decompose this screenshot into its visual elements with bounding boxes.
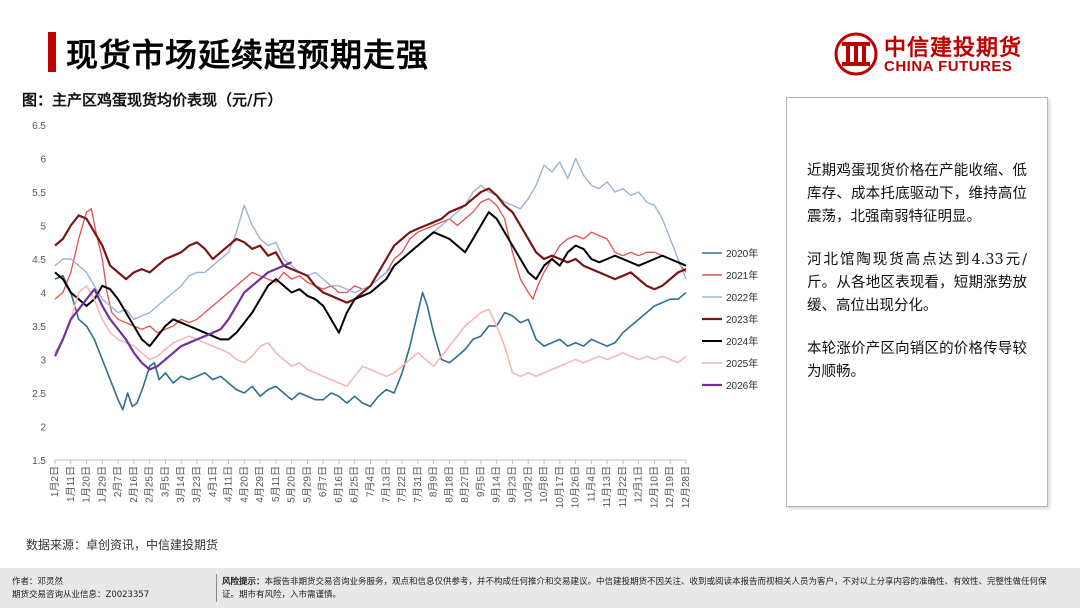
logo-cn-text: 中信建投期货 [884,36,1023,61]
legend-label: 2024年 [726,335,758,348]
x-tick-label: 7月31日 [412,466,424,503]
x-tick-label: 5月29日 [301,466,313,503]
legend-label: 2026年 [726,379,758,392]
risk-title: 风险提示： [222,577,265,587]
y-tick-label: 4.5 [32,255,46,266]
y-tick-label: 3.5 [32,322,46,333]
x-tick-label: 12月1日 [633,466,645,503]
x-tick-label: 7月4日 [365,466,377,497]
x-tick-label: 2月25日 [144,466,156,503]
logo-en-text: CHINA FUTURES [884,58,1013,75]
risk-text: 本报告非期货交易咨询业务服务，观点和信息仅供参考，并不构成任何推介和交易建议。中… [222,577,1047,600]
x-tick-label: 10月8日 [538,466,550,503]
x-tick-label: 12月10日 [648,466,660,508]
x-tick-label: 10月2日 [522,466,534,503]
x-tick-label: 6月7日 [317,466,329,497]
title-accent-bar [48,32,56,72]
x-tick-label: 4月1日 [207,466,219,497]
x-tick-label: 5月20日 [286,466,298,503]
x-tick-label: 9月23日 [506,466,518,503]
series-line-2023年 [54,187,687,304]
x-tick-label: 7月22日 [396,466,408,503]
x-tick-label: 5月11日 [270,466,282,502]
series-line-2026年 [54,261,293,371]
x-tick-label: 1月20日 [81,466,93,503]
y-tick-label: 2 [40,423,46,434]
x-tick-label: 9月5日 [475,466,487,497]
x-tick-label: 3月5日 [159,466,171,497]
series-line-2022年 [54,157,687,320]
commentary-box: 近期鸡蛋现货价格在产能收缩、低库存、成本托底驱动下，维持高位震荡，北强南弱特征明… [786,97,1048,507]
x-tick-label: 8月9日 [428,466,440,497]
footer-author-block: 作者：邓灵然 期货交易咨询从业信息：Z0023357 [12,576,149,602]
x-tick-label: 6月16日 [333,466,345,503]
risk-disclaimer: 风险提示：本报告非期货交易咨询业务服务，观点和信息仅供参考，并不构成任何推介和交… [222,576,1062,602]
y-tick-label: 4 [40,289,46,300]
y-tick-label: 5 [40,222,46,233]
x-tick-label: 1月29日 [96,466,108,503]
x-tick-label: 10月26日 [570,466,582,508]
legend-label: 2025年 [726,357,758,370]
chart-title: 图：主产区鸡蛋现货均价表现（元/斤） [22,91,283,109]
x-tick-label: 4月11日 [223,466,235,502]
series-line-2020年 [54,275,687,411]
x-tick-label: 12月28日 [680,466,692,508]
y-tick-label: 5.5 [32,188,46,199]
footer-divider [216,574,217,602]
x-tick-label: 6月25日 [349,466,361,503]
legend-label: 2022年 [726,291,758,304]
x-tick-label: 2月7日 [112,466,124,497]
x-tick-label: 9月14日 [491,466,503,503]
egg-price-line-chart: 1.5 2 2.5 3 3.5 4 4.5 5 5.5 6 6.5 1月2日 1月11日 1月20日 1月2… [32,121,758,508]
x-tick-label: 4月20日 [238,466,250,503]
legend-label: 2020年 [726,247,758,260]
x-tick-label: 10月17日 [554,466,566,508]
x-tick-label: 8月18日 [443,466,455,503]
x-tick-label: 12月19日 [664,466,676,508]
author-label: 作者：邓灵然 [12,577,64,587]
x-tick-label: 11月13日 [601,466,613,508]
x-tick-label: 3月23日 [191,466,203,503]
license-label: 期货交易咨询从业信息：Z0023357 [12,590,150,600]
y-tick-label: 3 [40,356,46,367]
page-title: 现货市场延续超预期走强 [66,36,430,74]
series-line-2025年 [54,285,687,388]
y-tick-label: 1.5 [32,456,46,467]
x-tick-label: 3月14日 [175,466,187,503]
citic-logo-icon [834,32,878,76]
y-tick-label: 6 [40,155,46,166]
x-tick-label: 1月2日 [49,466,61,497]
legend-label: 2021年 [726,269,758,282]
footer-bar: 作者：邓灵然 期货交易咨询从业信息：Z0023357 风险提示：本报告非期货交易… [0,568,1080,608]
series-line-2024年 [54,211,687,348]
x-tick-label: 11月4日 [585,466,597,502]
note-paragraph-2: 河北馆陶现货高点达到4.33元/斤。从各地区表现看，短期涨势放缓、高位出现分化。 [807,252,1027,314]
x-tick-label: 1月11日 [65,466,77,502]
note-paragraph-3: 本轮涨价产区向销区的价格传导较为顺畅。 [807,341,1027,380]
x-tick-label: 2月16日 [128,466,140,503]
x-tick-label: 11月22日 [617,466,629,508]
x-tick-label: 8月27日 [459,466,471,503]
y-tick-label: 6.5 [32,121,46,132]
note-paragraph-1: 近期鸡蛋现货价格在产能收缩、低库存、成本托底驱动下，维持高位震荡，北强南弱特征明… [807,163,1027,225]
y-tick-label: 2.5 [32,389,46,400]
data-source: 数据来源：卓创资讯，中信建投期货 [26,538,219,552]
legend-label: 2023年 [726,313,758,326]
x-tick-label: 4月29日 [254,466,266,503]
x-tick-label: 7月13日 [380,466,392,503]
